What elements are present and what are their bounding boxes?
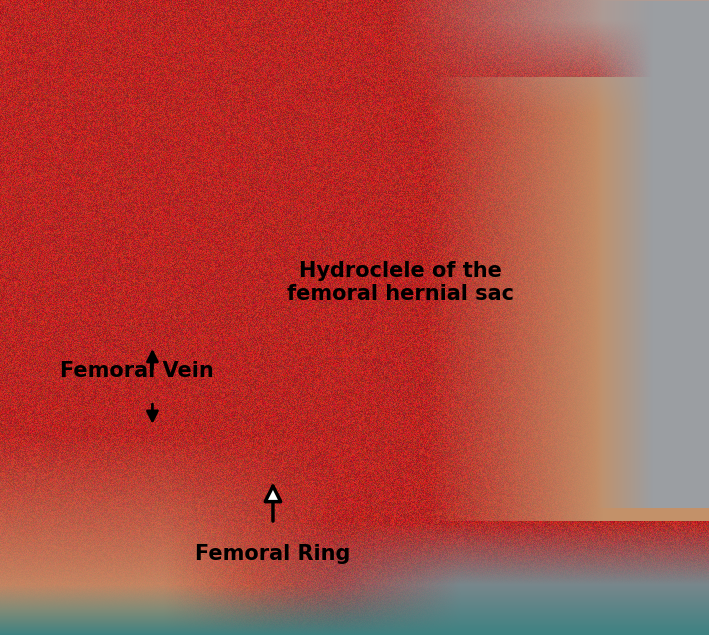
- Text: Femoral Vein: Femoral Vein: [60, 361, 214, 382]
- Text: Femoral Ring: Femoral Ring: [195, 544, 351, 564]
- Text: Hydroclele of the
femoral hernial sac: Hydroclele of the femoral hernial sac: [287, 261, 514, 304]
